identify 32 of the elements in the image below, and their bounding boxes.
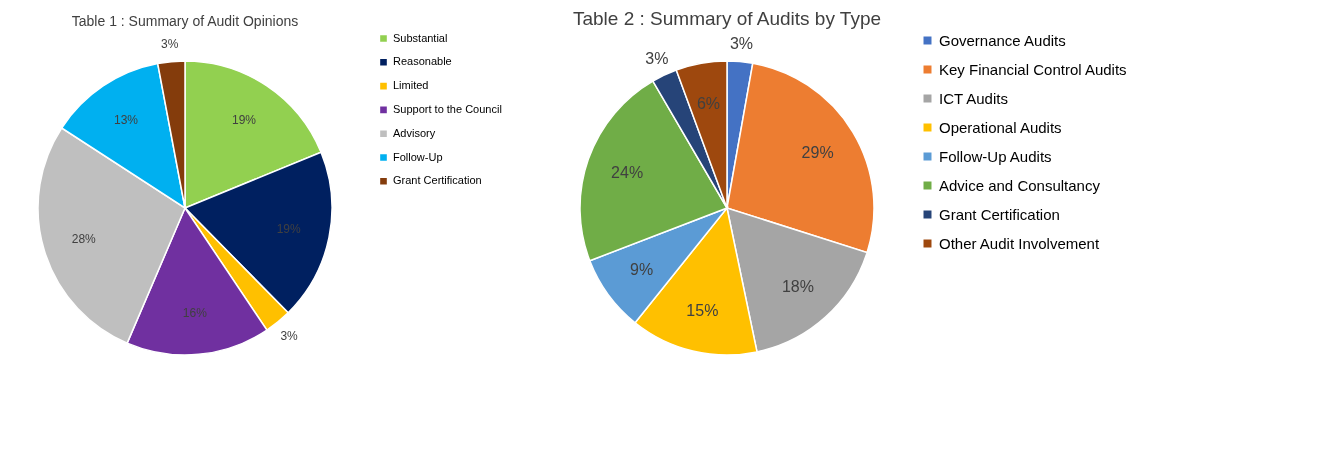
data-label: 3% bbox=[645, 50, 669, 68]
data-label: 19% bbox=[276, 222, 302, 237]
legend-label: Follow-Up bbox=[393, 150, 443, 163]
data-label: 15% bbox=[686, 301, 719, 319]
legend-label: Key Financial Control Audits bbox=[939, 60, 1127, 78]
legend-label: Advice and Consultancy bbox=[939, 176, 1101, 194]
legend-label: Grant Certification bbox=[939, 205, 1060, 223]
legend-label: Governance Audits bbox=[939, 31, 1066, 49]
legend-label: Reasonable bbox=[393, 55, 452, 68]
data-label: 24% bbox=[611, 163, 644, 181]
data-label: 6% bbox=[696, 94, 721, 112]
data-label: 3% bbox=[280, 328, 299, 343]
chart-title: Table 1 : Summary of Audit Opinions bbox=[71, 13, 299, 29]
data-label: 9% bbox=[629, 261, 654, 279]
legend-label: ICT Audits bbox=[939, 89, 1008, 107]
legend-label: Operational Audits bbox=[939, 118, 1062, 136]
data-label: 28% bbox=[71, 231, 97, 246]
data-label: 29% bbox=[801, 144, 834, 162]
data-label: 19% bbox=[231, 113, 257, 128]
data-label: 13% bbox=[114, 113, 139, 128]
legend-label: Grant Certification bbox=[393, 174, 482, 187]
legend-label: Substantial bbox=[393, 31, 448, 44]
legend-label: Support to the Council bbox=[393, 102, 502, 115]
chart-title: Table 2 : Summary of Audits by Type bbox=[572, 8, 882, 29]
legend-label: Limited bbox=[393, 79, 429, 92]
data-label: 16% bbox=[182, 306, 208, 321]
data-label: 3% bbox=[729, 35, 754, 52]
data-label: 18% bbox=[781, 277, 814, 295]
data-label: 3% bbox=[160, 37, 179, 52]
legend-label: Follow-Up Audits bbox=[939, 147, 1052, 165]
legend-label: Other Audit Involvement bbox=[939, 234, 1100, 252]
legend-label: Advisory bbox=[393, 126, 436, 139]
